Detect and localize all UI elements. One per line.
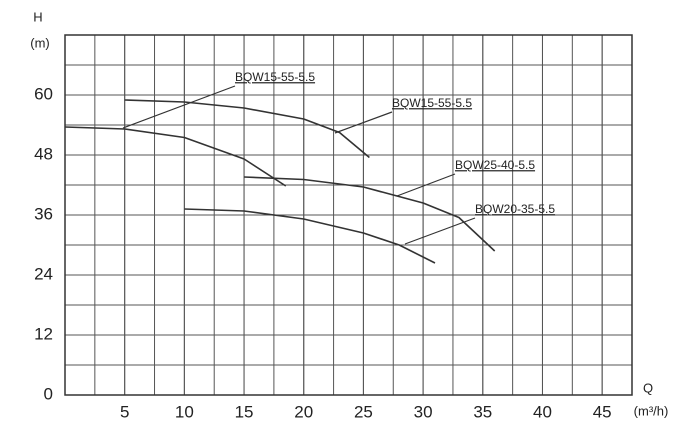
curve-label: BQW15-55-5.5: [392, 96, 472, 110]
y-axis-label: H: [33, 9, 42, 24]
y-tick-label: 0: [44, 384, 53, 403]
callout-leader: [404, 217, 476, 245]
pump-curve: [64, 126, 287, 187]
callout-leader: [396, 173, 456, 197]
x-tick-label: 45: [593, 402, 612, 421]
pump-curve: [184, 208, 436, 264]
y-tick-label: 36: [34, 204, 53, 223]
curve-label: BQW15-55-5.5: [235, 70, 315, 84]
callout-leader: [334, 111, 393, 134]
pump-curve: [124, 99, 370, 159]
x-tick-label: 35: [473, 402, 492, 421]
plot-frame: [64, 34, 633, 396]
x-axis-label: Q: [643, 380, 653, 395]
y-tick-label: 24: [34, 264, 53, 283]
x-tick-label: 25: [354, 402, 373, 421]
x-tick-label: 20: [294, 402, 313, 421]
callout-leader: [122, 85, 236, 129]
pump-curve: [244, 176, 496, 252]
y-tick-label: 60: [34, 84, 53, 103]
x-tick-label: 30: [414, 402, 433, 421]
x-axis-unit: (m³/h): [634, 403, 669, 418]
curve-label: BQW20-35-5.5: [475, 202, 555, 216]
x-tick-label: 40: [533, 402, 552, 421]
x-tick-label: 15: [235, 402, 254, 421]
curve-label: BQW25-40-5.5: [455, 158, 535, 172]
y-tick-label: 12: [34, 324, 53, 343]
y-tick-label: 48: [34, 144, 53, 163]
x-tick-label: 5: [120, 402, 129, 421]
y-axis-unit: (m): [30, 35, 50, 50]
x-tick-label: 10: [175, 402, 194, 421]
